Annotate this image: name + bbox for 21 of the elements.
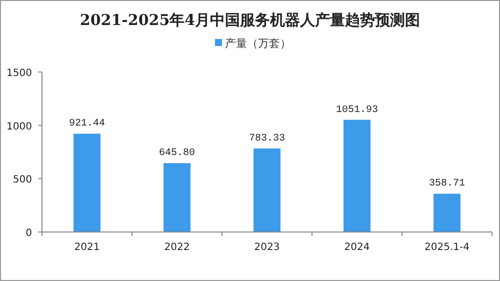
chart-title: 2021-2025年4月中国服务机器人产量趋势预测图: [80, 11, 420, 29]
y-tick-label: 500: [12, 174, 32, 186]
bar: [434, 194, 460, 232]
y-tick-label: 1000: [6, 121, 32, 132]
x-tick-label: 2024: [344, 242, 370, 253]
bar: [164, 163, 190, 232]
x-tick-label: 2023: [254, 242, 280, 253]
data-label: 1051.93: [336, 104, 378, 116]
data-label: 358.71: [428, 178, 466, 190]
x-tick-label: 2025.1-4: [424, 242, 470, 253]
data-label: 921.44: [68, 118, 106, 130]
bar: [344, 120, 370, 232]
x-tick-label: 2022: [164, 242, 190, 253]
data-label: 645.80: [158, 148, 196, 160]
bar: [254, 148, 280, 232]
bar: [74, 134, 100, 232]
data-label: 783.33: [248, 133, 286, 144]
legend-label: 产量（万套）: [225, 37, 291, 50]
y-tick-label: 0: [26, 228, 32, 239]
y-tick-label: 1500: [6, 68, 32, 79]
x-tick-label: 2021: [74, 242, 100, 253]
